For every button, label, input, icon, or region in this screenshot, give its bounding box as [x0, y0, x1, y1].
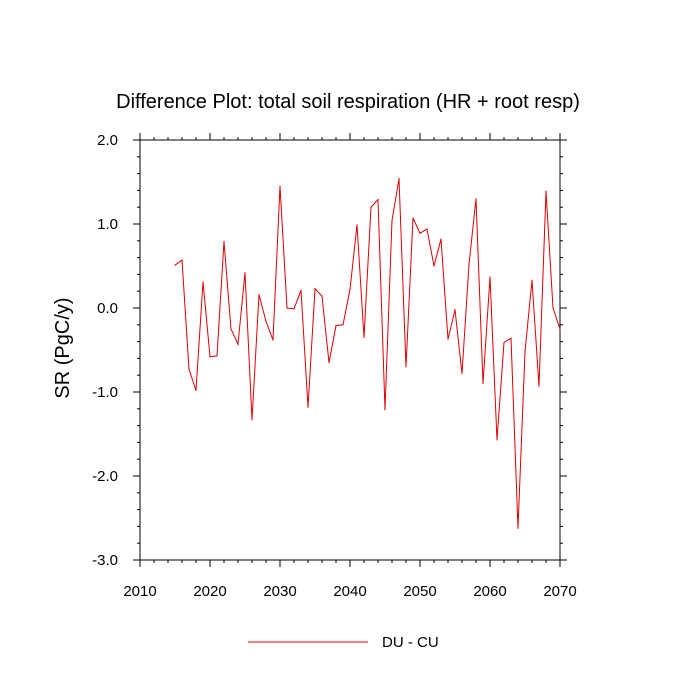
tick-marks: [133, 133, 567, 567]
chart-title: Difference Plot: total soil respiration …: [116, 91, 580, 113]
y-tick-label: -2.0: [92, 468, 118, 485]
data-point: [475, 198, 477, 200]
data-point: [272, 339, 274, 341]
data-point: [216, 355, 218, 357]
data-point: [223, 241, 225, 243]
data-point: [398, 178, 400, 180]
y-tick-label: -3.0: [92, 552, 118, 569]
data-point: [510, 337, 512, 339]
data-point: [419, 232, 421, 234]
x-tick-label: 2070: [543, 583, 576, 600]
x-tick-label: 2010: [123, 583, 156, 600]
data-point: [230, 328, 232, 330]
data-point: [251, 419, 253, 421]
data-point: [293, 308, 295, 310]
data-point: [440, 238, 442, 240]
data-point: [314, 288, 316, 290]
data-point: [503, 341, 505, 344]
x-tick-label: 2060: [473, 583, 506, 600]
x-tick-label: 2050: [403, 583, 436, 600]
data-point: [559, 328, 561, 330]
data-point: [433, 265, 435, 267]
data-point: [412, 217, 414, 219]
series-line-du-cu: [174, 178, 561, 529]
data-points: [174, 178, 561, 529]
data-point: [307, 406, 309, 408]
data-point: [496, 439, 498, 441]
data-point: [545, 190, 547, 192]
data-point: [363, 336, 365, 338]
data-point: [468, 263, 470, 265]
data-point: [552, 307, 554, 309]
x-tick-label: 2020: [193, 583, 226, 600]
data-point: [447, 338, 449, 340]
x-tick-label: 2030: [263, 583, 296, 600]
data-point: [377, 199, 379, 201]
data-point: [244, 272, 246, 274]
data-point: [209, 356, 211, 358]
data-point: [531, 279, 533, 281]
data-point: [454, 309, 456, 311]
data-point: [300, 289, 302, 291]
data-point: [489, 276, 491, 278]
data-point: [482, 383, 484, 385]
data-point: [258, 293, 260, 296]
y-tick-label: -1.0: [92, 384, 118, 401]
data-point: [391, 220, 393, 222]
data-point: [174, 264, 176, 266]
data-point: [321, 295, 323, 297]
data-point: [517, 527, 519, 529]
data-point: [265, 320, 267, 323]
data-point: [195, 389, 197, 391]
y-tick-label: 1.0: [97, 216, 118, 233]
data-point: [328, 362, 330, 364]
data-point: [181, 259, 183, 261]
legend-label-du-cu: DU - CU: [382, 634, 439, 651]
y-tick-label: 2.0: [97, 132, 118, 149]
y-axis-label: SR (PgC/y): [52, 297, 74, 398]
data-point: [286, 307, 288, 309]
data-point: [426, 228, 428, 230]
data-point: [342, 324, 344, 326]
data-point: [370, 206, 372, 208]
data-point: [188, 368, 190, 370]
data-point: [538, 385, 540, 387]
plot-frame: [139, 139, 561, 561]
data-point: [279, 185, 281, 187]
x-tick-labels: 2010 2020 2030 2040 2050 2060 2070: [123, 583, 576, 600]
y-tick-labels: -3.0 -2.0 -1.0 0.0 1.0 2.0: [92, 132, 118, 569]
x-tick-label: 2040: [333, 583, 366, 600]
data-point: [349, 288, 351, 291]
y-tick-label: 0.0: [97, 300, 118, 317]
data-point: [202, 281, 204, 283]
data-point: [356, 224, 358, 226]
data-point: [237, 343, 239, 345]
data-point: [461, 372, 463, 375]
data-point: [335, 325, 337, 327]
data-point: [384, 409, 386, 411]
data-point: [405, 366, 407, 368]
data-point: [524, 351, 526, 353]
